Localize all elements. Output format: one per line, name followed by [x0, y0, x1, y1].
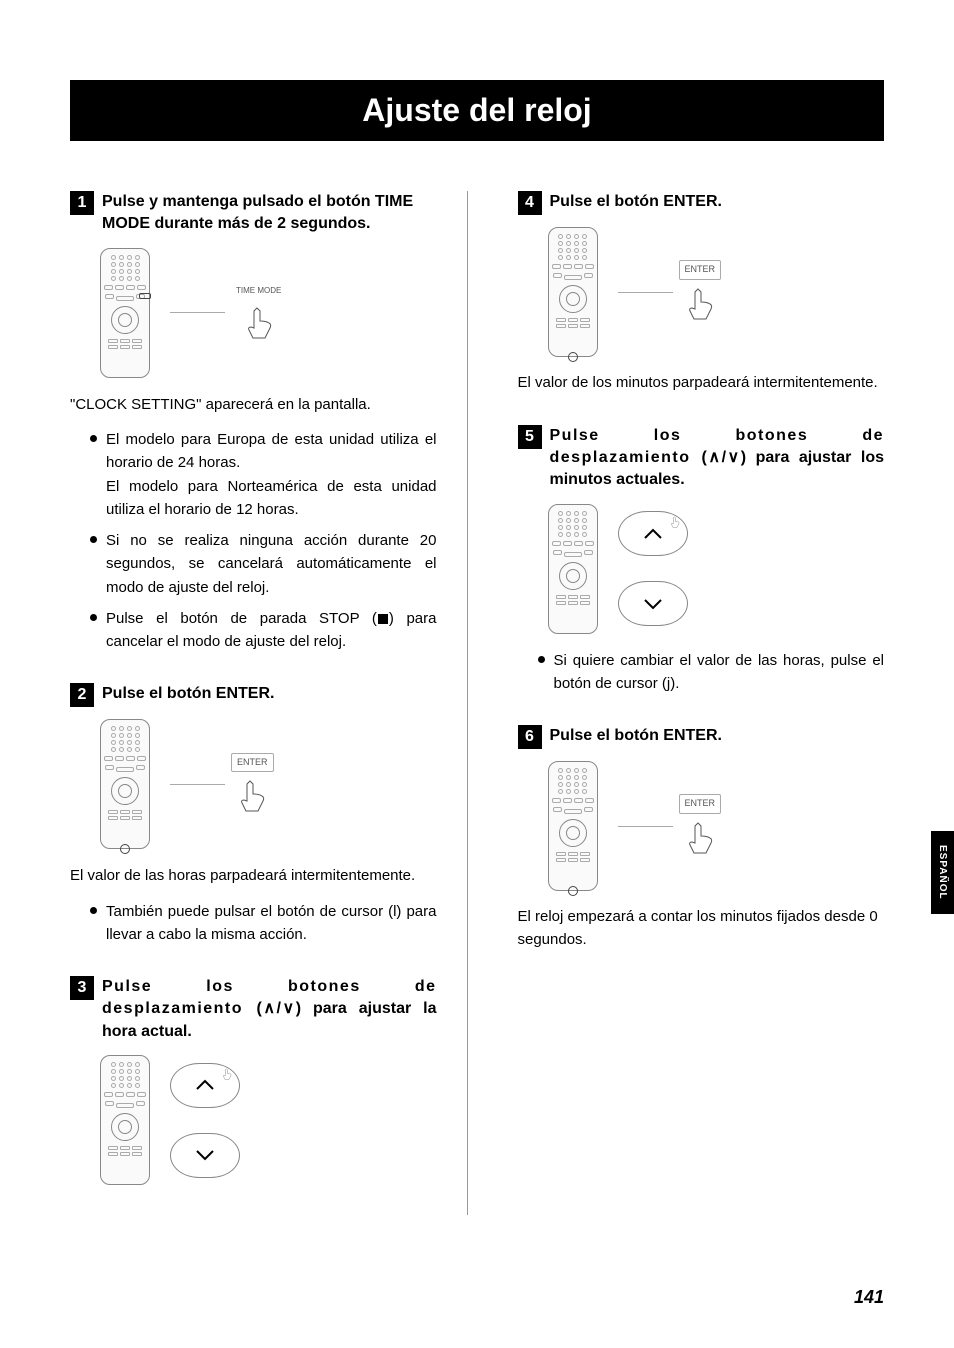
scroll-up-button [170, 1063, 240, 1108]
bullet: El modelo para Europa de esta unidad uti… [90, 428, 437, 521]
step-4: 4 Pulse el botón ENTER. ENTER [518, 191, 885, 395]
button-label: ENTER [679, 794, 722, 814]
step-title: Pulse el botón ENTER. [550, 191, 885, 213]
step-5: 5 Pulse los botones de desplazamiento (∧… [518, 425, 885, 696]
step-number: 3 [70, 976, 94, 1000]
step-2: 2 Pulse el botón ENTER. ENTER [70, 683, 437, 946]
step-number: 5 [518, 425, 542, 449]
page-number: 141 [854, 1287, 884, 1308]
step-number: 4 [518, 191, 542, 215]
step-4-note: El valor de los minutos parpadeará inter… [518, 372, 885, 395]
scroll-up-button [618, 511, 688, 556]
chevron-up-icon: ∧ [263, 1000, 276, 1017]
hand-icon [680, 284, 720, 324]
step-3-illustration [100, 1055, 437, 1185]
step-5-illustration [548, 504, 885, 634]
bullet: Pulse el botón de parada STOP () para ca… [90, 607, 437, 654]
button-label: TIME MODE [231, 283, 286, 299]
chevron-down-icon: ∨ [728, 449, 741, 466]
bullet: También puede pulsar el botón de cursor … [90, 900, 437, 947]
step-number: 1 [70, 191, 94, 215]
scroll-down-button [170, 1133, 240, 1178]
right-column: 4 Pulse el botón ENTER. ENTER [508, 191, 885, 1215]
step-title: Pulse los botones de desplazamiento (∧/∨… [102, 976, 437, 1043]
bullet: Si no se realiza ninguna acción durante … [90, 529, 437, 599]
chevron-down-icon: ∨ [282, 1000, 295, 1017]
scroll-down-button [618, 581, 688, 626]
hand-icon [239, 303, 279, 343]
step-3: 3 Pulse los botones de desplazamiento (∧… [70, 976, 437, 1185]
remote-icon [100, 1055, 150, 1185]
step-6-note: El reloj empezará a contar los minutos f… [518, 906, 885, 951]
language-tab: ESPAÑOL [931, 831, 954, 914]
left-column: 1 Pulse y mantenga pulsado el botón TIME… [70, 191, 468, 1215]
hand-icon [232, 776, 272, 816]
remote-icon [548, 227, 598, 357]
stop-icon [378, 614, 388, 624]
step-title: Pulse el botón ENTER. [550, 725, 885, 747]
step-number: 6 [518, 725, 542, 749]
content-columns: 1 Pulse y mantenga pulsado el botón TIME… [70, 191, 884, 1215]
step-2-note: El valor de las horas parpadeará intermi… [70, 864, 437, 887]
step-1-note: "CLOCK SETTING" aparecerá en la pantalla… [70, 393, 437, 416]
step-number: 2 [70, 683, 94, 707]
step-title: Pulse y mantenga pulsado el botón TIME M… [102, 191, 437, 236]
remote-icon [100, 248, 150, 378]
step-6: 6 Pulse el botón ENTER. ENTER [518, 725, 885, 951]
step-title: Pulse los botones de desplazamiento (∧/∨… [550, 425, 885, 492]
chevron-up-icon: ∧ [708, 449, 721, 466]
button-label: ENTER [679, 260, 722, 280]
step-6-illustration: ENTER [548, 761, 885, 891]
page-title: Ajuste del reloj [70, 80, 884, 141]
bullet: Si quiere cambiar el valor de las horas,… [538, 649, 885, 696]
step-1: 1 Pulse y mantenga pulsado el botón TIME… [70, 191, 437, 653]
hand-icon [665, 514, 705, 554]
remote-icon [548, 761, 598, 891]
step-1-illustration: TIME MODE [100, 248, 437, 378]
hand-icon [680, 818, 720, 858]
step-4-illustration: ENTER [548, 227, 885, 357]
remote-icon [548, 504, 598, 634]
remote-icon [100, 719, 150, 849]
step-2-illustration: ENTER [100, 719, 437, 849]
button-label: ENTER [231, 753, 274, 773]
hand-icon [217, 1066, 257, 1106]
step-title: Pulse el botón ENTER. [102, 683, 437, 705]
